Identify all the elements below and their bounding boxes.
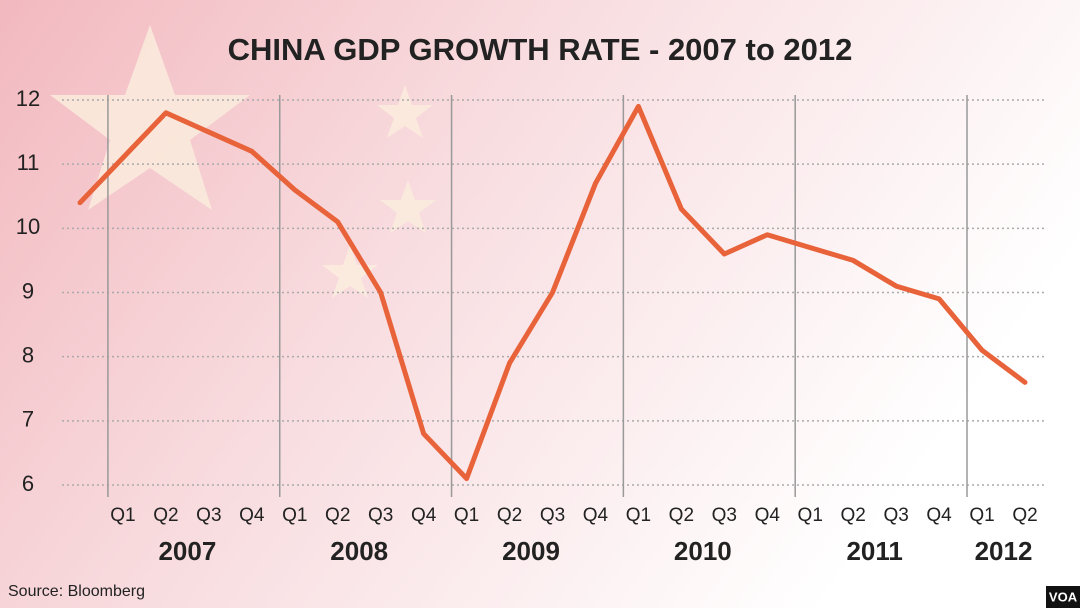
x-tick-label: Q1: [454, 505, 479, 526]
flag-stars: [50, 25, 436, 298]
year-label: 2012: [975, 536, 1033, 566]
x-tick-label: Q4: [583, 505, 609, 526]
x-tick-label: Q4: [411, 505, 437, 526]
y-tick-label: 11: [17, 150, 40, 175]
x-tick-label: Q3: [883, 505, 908, 526]
y-tick-label: 7: [22, 407, 34, 432]
source: Source: Bloomberg: [8, 583, 145, 600]
x-tick-label: Q1: [969, 505, 994, 526]
x-tick-label: Q1: [798, 505, 823, 526]
x-tick-label: Q3: [368, 505, 393, 526]
x-tick-label: Q4: [755, 505, 781, 526]
x-tick-label: Q2: [325, 505, 350, 526]
year-label: 2008: [330, 536, 388, 566]
x-tick-label: Q2: [153, 505, 178, 526]
chart-title: CHINA GDP GROWTH RATE - 2007 to 2012: [228, 32, 853, 67]
x-tick-label: Q3: [712, 505, 737, 526]
y-tick-label: 9: [22, 278, 34, 303]
x-tick-label: Q4: [239, 505, 265, 526]
logo-box: [1046, 586, 1080, 608]
y-tick-label: 12: [16, 86, 40, 111]
y-tick-label: 6: [22, 471, 34, 496]
x-tick-label: Q4: [926, 505, 952, 526]
y-tick-label: 10: [16, 214, 40, 239]
y-tick-label: 8: [22, 342, 34, 367]
x-tick-label: Q2: [841, 505, 866, 526]
x-tick-label: Q1: [626, 505, 651, 526]
year-label: 2010: [674, 536, 732, 566]
year-label: 2011: [846, 536, 902, 566]
x-tick-label: Q1: [110, 505, 135, 526]
year-label: 2007: [158, 536, 216, 566]
x-tick-label: Q1: [282, 505, 307, 526]
x-tick-label: Q3: [540, 505, 565, 526]
logo: VOA: [1049, 589, 1078, 604]
x-tick-label: Q3: [196, 505, 221, 526]
x-tick-label: Q2: [669, 505, 694, 526]
year-label: 2009: [502, 536, 560, 566]
x-tick-label: Q2: [497, 505, 522, 526]
data-line: [77, 103, 1028, 482]
x-tick-label: Q2: [1012, 505, 1037, 526]
